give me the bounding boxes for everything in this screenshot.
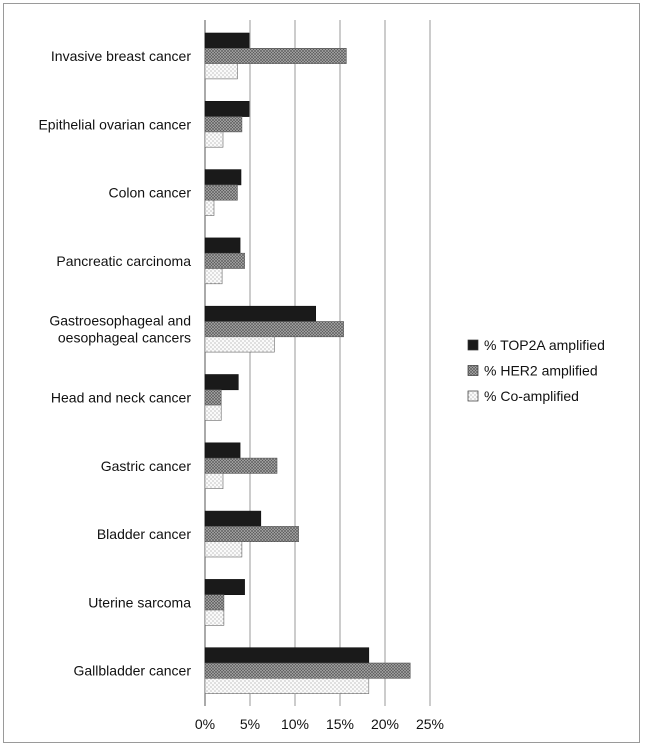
bar-her2	[204, 662, 411, 679]
legend-swatch	[467, 339, 479, 351]
bar-her2	[204, 116, 243, 133]
category-label: Bladder cancer	[97, 526, 192, 542]
category-label: Head and neck cancer	[51, 389, 191, 405]
x-tick-label: 10%	[281, 716, 309, 732]
bars	[204, 32, 411, 694]
category-label: Pancreatic carcinoma	[56, 253, 191, 269]
x-tick-label: 25%	[416, 716, 444, 732]
bar-coamp	[204, 199, 215, 216]
legend-label: % TOP2A amplified	[484, 337, 605, 353]
category-label: Gallbladder cancer	[73, 663, 191, 679]
bar-her2	[204, 526, 299, 543]
category-label: Uterine sarcoma	[88, 594, 191, 610]
legend-label: % Co-amplified	[484, 388, 579, 404]
bar-her2	[204, 321, 344, 338]
bar-coamp	[204, 541, 243, 558]
bar-coamp	[204, 63, 238, 80]
bar-top2a	[204, 442, 241, 459]
bar-top2a	[204, 374, 239, 391]
bar-her2	[204, 457, 278, 474]
category-labels: Invasive breast cancer Epithelial ovarian…	[38, 48, 191, 679]
bar-coamp	[204, 268, 223, 285]
category-label: Colon cancer	[109, 185, 192, 201]
bar-coamp	[204, 404, 222, 421]
bar-coamp	[204, 609, 225, 626]
bar-her2	[204, 594, 225, 611]
legend-swatch	[467, 390, 479, 402]
legend-label: % HER2 amplified	[484, 363, 598, 379]
x-tick-label: 15%	[326, 716, 354, 732]
bar-top2a	[204, 101, 250, 117]
bar-top2a	[204, 305, 316, 322]
category-label: Gastroesophageal and oesophageal cancers	[49, 313, 191, 346]
x-tick-label: 0%	[195, 716, 215, 732]
bar-top2a	[204, 237, 241, 254]
bar-top2a	[204, 647, 370, 664]
bar-coamp	[204, 677, 370, 694]
category-label: Epithelial ovarian cancer	[38, 116, 191, 132]
bar-coamp	[204, 131, 224, 148]
bar-top2a	[204, 32, 250, 49]
chart-frame	[3, 3, 640, 743]
x-axis-ticks: 0% 5% 10% 15% 20% 25%	[195, 716, 444, 732]
legend: % TOP2A amplified % HER2 amplified % Co-am…	[467, 337, 605, 404]
bar-her2	[204, 252, 245, 269]
category-label: Invasive breast cancer	[51, 48, 191, 64]
bar-coamp	[204, 473, 224, 489]
bar-top2a	[204, 169, 242, 186]
category-label: Gastric cancer	[101, 458, 192, 474]
bar-top2a	[204, 579, 245, 596]
bar-her2	[204, 389, 222, 406]
bar-top2a	[204, 510, 262, 527]
bar-her2	[204, 47, 347, 64]
x-tick-label: 20%	[371, 716, 399, 732]
bar-coamp	[204, 336, 275, 353]
bar-her2	[204, 184, 238, 201]
x-tick-label: 5%	[240, 716, 260, 732]
legend-swatch	[467, 365, 479, 376]
